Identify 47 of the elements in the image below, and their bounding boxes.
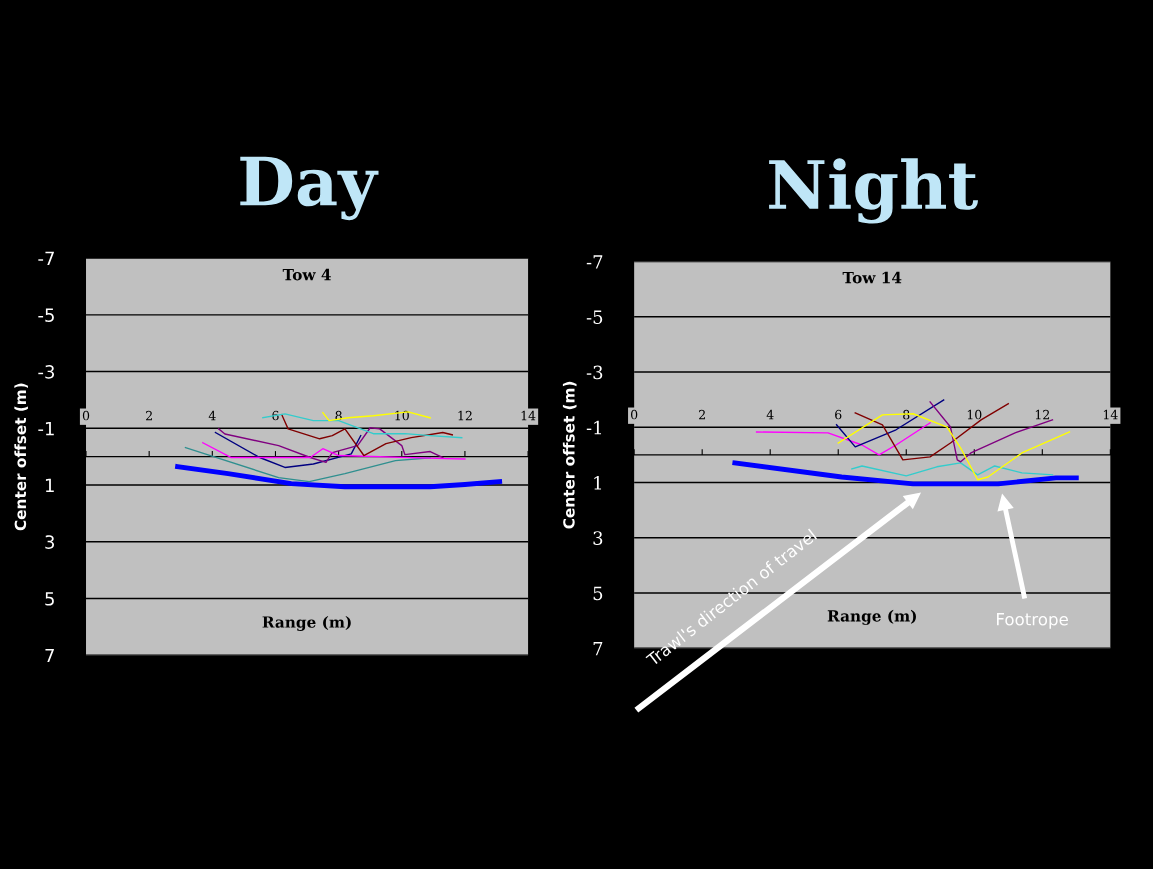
x-tick-label: 12 xyxy=(458,410,472,421)
y-tick-label: -1 xyxy=(586,420,602,435)
x-tick-label: 4 xyxy=(766,409,774,420)
x-tick-label: 0 xyxy=(82,410,90,421)
y-axis-title: Center offset (m) xyxy=(14,383,28,531)
y-tick-label: 1 xyxy=(594,476,602,490)
x-axis-title: Range (m) xyxy=(827,609,916,625)
x-tick-label: 10 xyxy=(967,409,982,420)
y-tick-label: -1 xyxy=(38,421,54,436)
annotation: Footrope xyxy=(997,613,1068,629)
text: Tow 14 xyxy=(842,271,902,284)
x-tick-label: 10 xyxy=(395,410,409,421)
y-tick-label: -5 xyxy=(586,310,603,324)
x-tick-label: 2 xyxy=(146,410,152,421)
line-series xyxy=(854,403,1009,461)
y-tick-label: 1 xyxy=(45,478,54,492)
text: Tow 4 xyxy=(282,268,331,281)
x-tick-label: 14 xyxy=(521,410,536,421)
x-tick-label: 14 xyxy=(1103,409,1118,420)
y-tick-label: 7 xyxy=(45,648,54,663)
x-tick-label: 6 xyxy=(835,409,842,420)
y-tick-label: 3 xyxy=(593,531,603,545)
y-tick-label: 5 xyxy=(593,586,603,601)
x-tick-label: 12 xyxy=(1035,409,1050,420)
x-axis-title: Range (m) xyxy=(262,615,351,631)
x-tick-label: 2 xyxy=(699,409,705,420)
y-axis-title: Center offset (m) xyxy=(562,381,577,529)
line-series xyxy=(851,462,1054,477)
y-tick-label: 5 xyxy=(45,592,54,606)
y-tick-label: -5 xyxy=(38,308,54,322)
line-series xyxy=(755,422,931,456)
chart-title: Night xyxy=(769,158,978,224)
y-tick-label: -3 xyxy=(38,365,55,379)
line-series xyxy=(929,401,1054,463)
y-tick-label: -3 xyxy=(586,365,603,380)
y-tick-label: 7 xyxy=(593,641,603,656)
line-series xyxy=(732,460,1079,487)
x-tick-label: 0 xyxy=(631,409,638,420)
line-series xyxy=(202,442,466,460)
line-series xyxy=(175,464,503,490)
y-tick-label: -7 xyxy=(38,251,54,265)
line-series xyxy=(214,431,362,469)
x-tick-label: 4 xyxy=(208,410,216,421)
y-tick-label: -7 xyxy=(586,255,603,269)
line-series xyxy=(217,427,444,464)
chart-title: Day xyxy=(240,156,379,221)
y-tick-label: 3 xyxy=(45,535,55,549)
